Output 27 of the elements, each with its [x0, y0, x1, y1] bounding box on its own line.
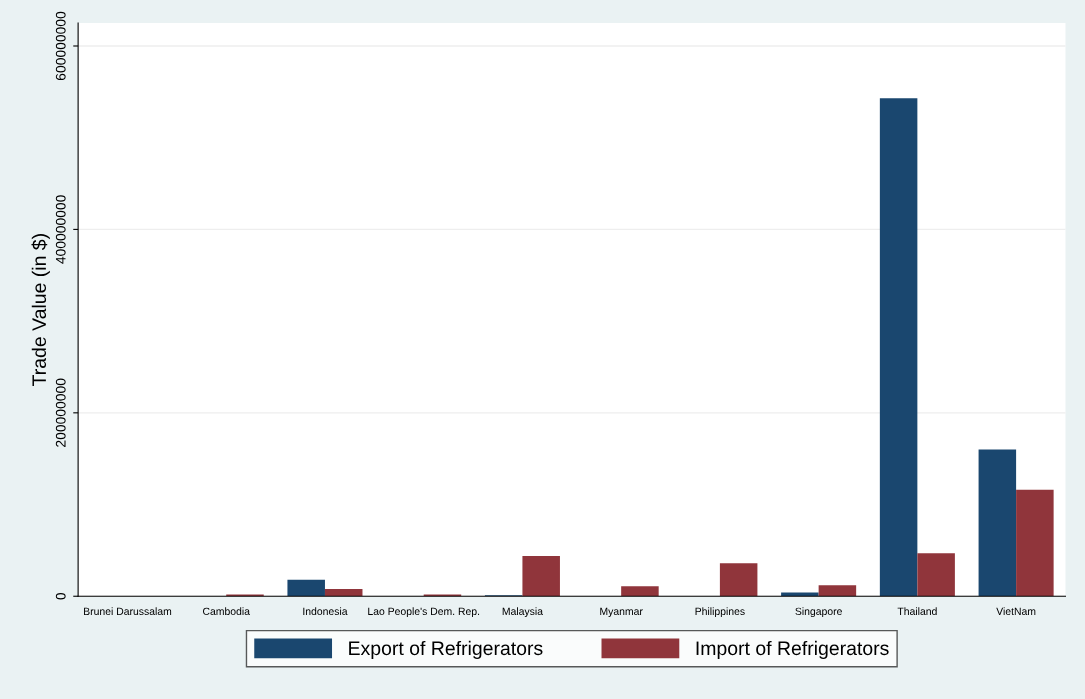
y-tick-label: 0	[55, 592, 66, 600]
x-tick-label: Brunei Darussalam	[84, 607, 172, 616]
x-tick-label: Thailand	[897, 607, 937, 616]
y-axis-title: Trade Value (in $)	[31, 234, 50, 386]
x-tick-label: Malaysia	[502, 607, 543, 618]
x-tick-label: Lao People's Dem. Rep.	[368, 607, 480, 618]
bar	[1016, 489, 1054, 597]
legend-label: Export of Refrigerators	[349, 640, 543, 659]
bar	[978, 449, 1017, 597]
x-tick-label: Singapore	[795, 607, 842, 618]
bar	[917, 553, 955, 597]
bar	[287, 579, 325, 597]
x-tick-label: Cambodia	[203, 607, 250, 616]
bar	[719, 563, 758, 597]
x-tick-label: VietNam	[996, 607, 1036, 616]
bar	[818, 585, 857, 597]
y-tick-label: 400000000	[55, 195, 66, 264]
bar	[324, 588, 363, 597]
x-tick-label: Indonesia	[303, 607, 348, 616]
x-tick-label: Myanmar	[600, 607, 643, 618]
y-tick-label: 200000000	[55, 378, 66, 447]
bar	[522, 555, 560, 597]
legend-label: Import of Refrigerators	[696, 640, 889, 659]
x-tick-label: Philippines	[695, 607, 745, 618]
y-tick-label: 600000000	[55, 11, 66, 81]
bar	[621, 586, 659, 597]
bar	[879, 98, 918, 597]
